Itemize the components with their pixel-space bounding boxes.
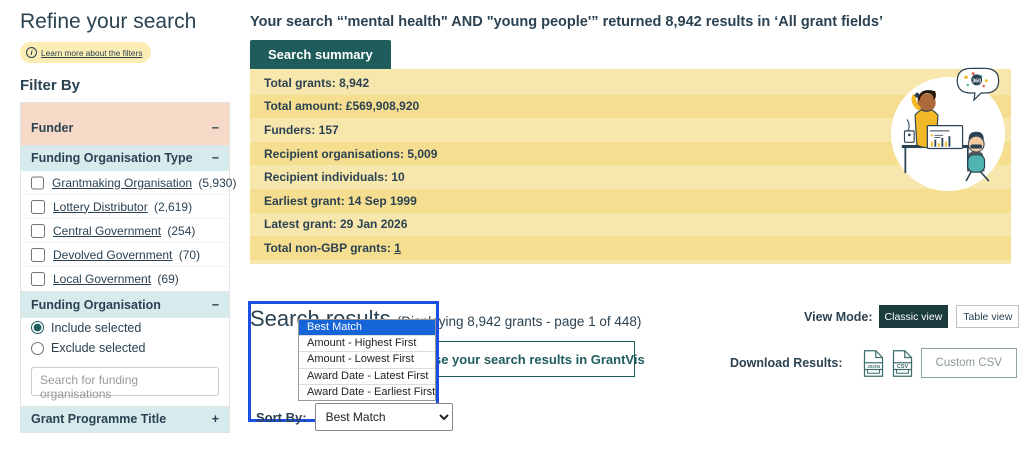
svg-text:360: 360 [972,78,981,84]
svg-text:CSV: CSV [896,364,908,370]
svg-text:JSON: JSON [867,364,880,370]
